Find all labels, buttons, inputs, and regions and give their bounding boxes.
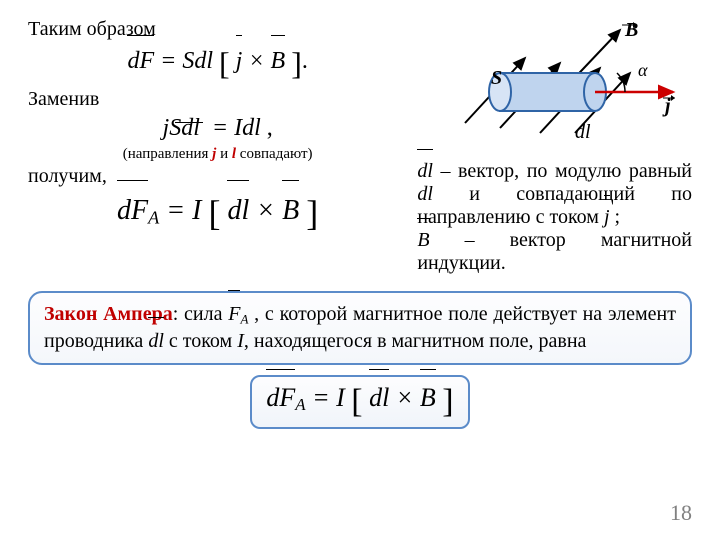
svg-text:α: α xyxy=(638,60,648,80)
text-replacing: Заменив xyxy=(28,88,407,111)
svg-text:B: B xyxy=(624,19,638,41)
ampere-law-box: Закон Ампера: сила FA , с которой магнит… xyxy=(28,291,692,365)
svg-text:dl: dl xyxy=(575,121,591,143)
note-directions: (направления j и l совпадают) xyxy=(28,146,407,163)
eq-dFA: dFA = I [ dl × B ] xyxy=(117,195,318,226)
dl-description: dl – вектор, по модулю равный dl и совпа… xyxy=(417,160,692,275)
final-formula-box: dFA = I [ dl × B ] xyxy=(250,375,469,429)
eq-jSdl: jSdl = Idl , xyxy=(163,115,273,141)
text-thus: Таким образом xyxy=(28,18,407,41)
law-title: Закон Ампера xyxy=(44,303,173,325)
text-we-get: получим, xyxy=(28,165,407,188)
cylinder-diagram: S B α j dl xyxy=(417,18,692,154)
eq-dF: dF = Sdl [ j × B ]. xyxy=(127,48,307,74)
svg-text:S: S xyxy=(491,67,502,89)
page-number: 18 xyxy=(670,500,692,526)
